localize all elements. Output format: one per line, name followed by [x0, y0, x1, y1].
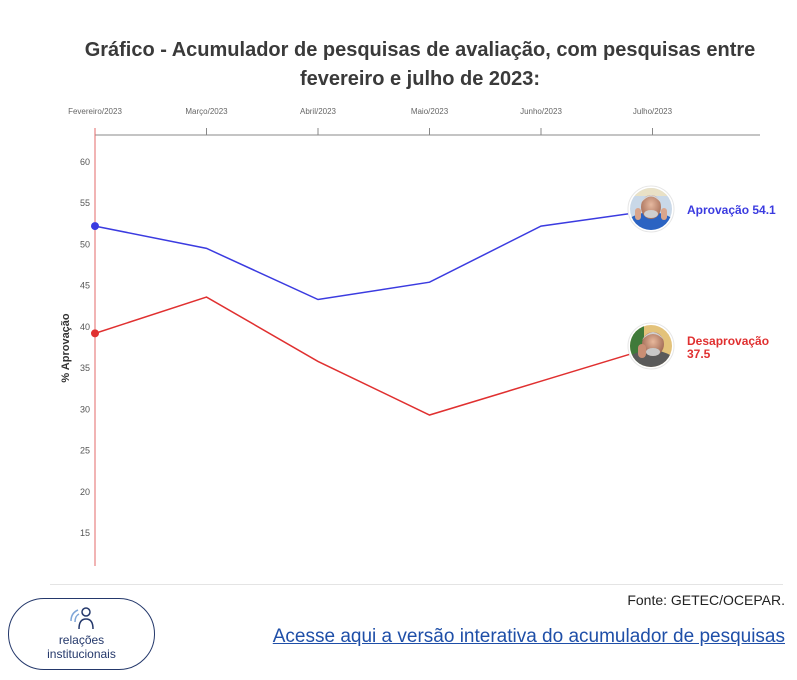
y-tick-label: 40	[80, 322, 90, 332]
y-tick-label: 45	[80, 281, 90, 291]
approval-start-point	[91, 222, 99, 231]
y-axis-label: % Aprovação	[60, 313, 72, 383]
approval-line	[94, 209, 653, 301]
approval-end-label: Aprovação 54.1	[687, 203, 776, 217]
source-note: Fonte: GETEC/OCEPAR.	[627, 592, 785, 608]
disapproval-start-point	[91, 329, 99, 338]
y-tick-label: 20	[80, 487, 90, 497]
y-tick-label: 60	[80, 157, 90, 167]
approval-avatar	[627, 185, 675, 233]
y-tick-label: 30	[80, 404, 90, 414]
interactive-version-link[interactable]: Acesse aqui a versão interativa do acumu…	[272, 626, 785, 647]
relacoes-institucionais-logo: relações institucionais	[8, 598, 155, 670]
line-chart: Fevereiro/2023 Março/2023 Abril/2023 Maio/2…	[60, 107, 776, 566]
people-signal-icon	[70, 607, 94, 630]
footer-divider	[50, 584, 783, 585]
chart-title: Gráfico - Acumulador de pesquisas de ava…	[84, 39, 756, 90]
logo-text-line1: relações	[58, 633, 105, 647]
x-tick-label: Abril/2023	[300, 107, 337, 116]
disapproval-end-label-value: 37.5	[687, 347, 711, 361]
x-tick-label: Julho/2023	[633, 107, 673, 116]
x-tick-label: Fevereiro/2023	[68, 107, 122, 116]
x-tick-label: Junho/2023	[520, 107, 562, 116]
disapproval-end-label-name: Desaprovação	[687, 334, 769, 348]
y-tick-label: 50	[80, 239, 90, 249]
disapproval-avatar	[627, 322, 675, 370]
logo-text-line2: institucionais	[47, 647, 116, 661]
y-tick-label: 35	[80, 363, 90, 373]
y-tick-label: 15	[80, 528, 90, 538]
y-tick-label: 25	[80, 446, 90, 456]
disapproval-line	[94, 296, 653, 416]
x-tick-label: Março/2023	[185, 107, 228, 116]
x-tick-label: Maio/2023	[411, 107, 449, 116]
y-tick-label: 55	[80, 198, 90, 208]
